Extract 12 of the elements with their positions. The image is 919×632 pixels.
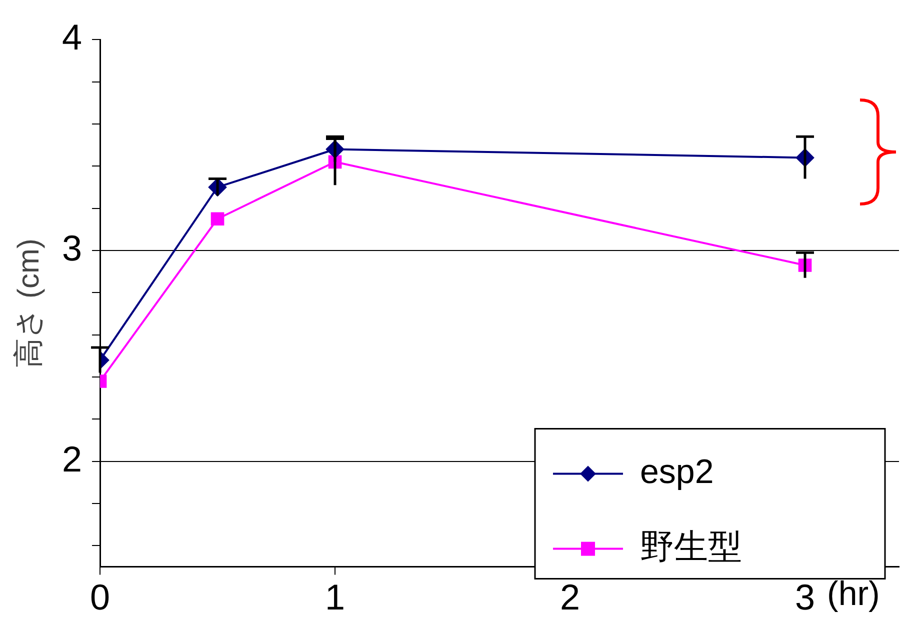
y-tick-label: 3 — [62, 227, 82, 268]
legend-label: esp2 — [640, 453, 714, 492]
point — [210, 212, 224, 226]
x-tick-label: 1 — [325, 576, 346, 618]
x-tick-label: 0 — [90, 576, 110, 618]
x-tick-label: 3 — [794, 576, 816, 618]
y-tick-label: 2 — [62, 438, 82, 480]
y-axis-title: 高さ (cm) — [12, 238, 46, 368]
y-tick-label: 4 — [62, 16, 82, 58]
x-tick-label: 2 — [560, 576, 580, 618]
x-axis-title: (hr) — [827, 575, 880, 614]
legend-label: 野生型 — [640, 528, 742, 566]
